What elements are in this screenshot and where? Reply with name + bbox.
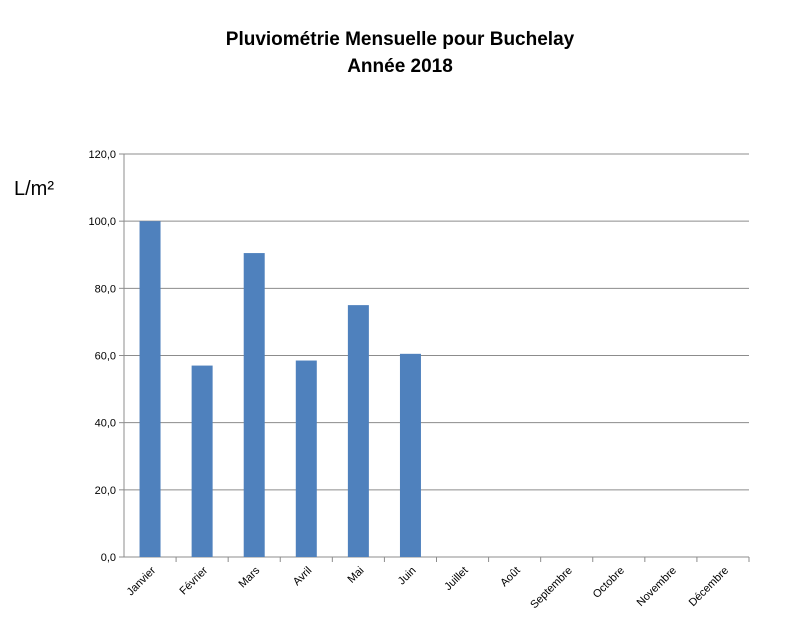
- x-tick-label: Juillet: [442, 565, 470, 593]
- x-tick-label: Août: [498, 565, 522, 589]
- y-tick-label: 120,0: [88, 149, 116, 161]
- bars: [139, 221, 421, 557]
- bar-février: [191, 365, 213, 557]
- chart-subtitle-line: Année 2018: [347, 56, 453, 77]
- chart-title-line: Pluviométrie Mensuelle pour Buchelay: [225, 29, 575, 50]
- x-tick-label: Décembre: [687, 565, 731, 609]
- y-tick-label: 0,0: [101, 552, 116, 564]
- x-tick-label: Janvier: [125, 564, 159, 598]
- x-tick-label: Juin: [396, 565, 419, 588]
- x-tick-label: Mars: [237, 564, 263, 590]
- bar-mars: [243, 253, 265, 557]
- x-tick-label: Septembre: [528, 565, 575, 612]
- y-tick-label: 20,0: [95, 485, 116, 497]
- y-axis-label: L/m²: [14, 178, 54, 200]
- chart-title: Pluviométrie Mensuelle pour Buchelay Ann…: [0, 26, 800, 80]
- y-tick-label: 80,0: [95, 283, 116, 295]
- axes: [119, 153, 750, 562]
- bar-avril: [295, 360, 317, 557]
- bar-janvier: [139, 221, 161, 557]
- x-tick-label: Mai: [345, 565, 366, 586]
- gridlines: [124, 153, 749, 491]
- y-tick-labels: 0,0 20,0 40,0 60,0 80,0 100,0 120,0: [88, 149, 116, 564]
- y-tick-label: 100,0: [88, 216, 116, 228]
- bar-juin: [399, 353, 421, 557]
- x-tick-label: Avril: [291, 565, 314, 588]
- y-tick-label: 40,0: [95, 418, 116, 430]
- y-tick-label: 60,0: [95, 351, 116, 363]
- x-tick-labels: Janvier Février Mars Avril Mai Juin Juillet Aoû…: [125, 564, 731, 611]
- x-tick-label: Octobre: [591, 565, 627, 601]
- x-tick-label: Novembre: [635, 565, 679, 609]
- x-tick-label: Février: [178, 564, 211, 597]
- bar-mai: [347, 305, 369, 557]
